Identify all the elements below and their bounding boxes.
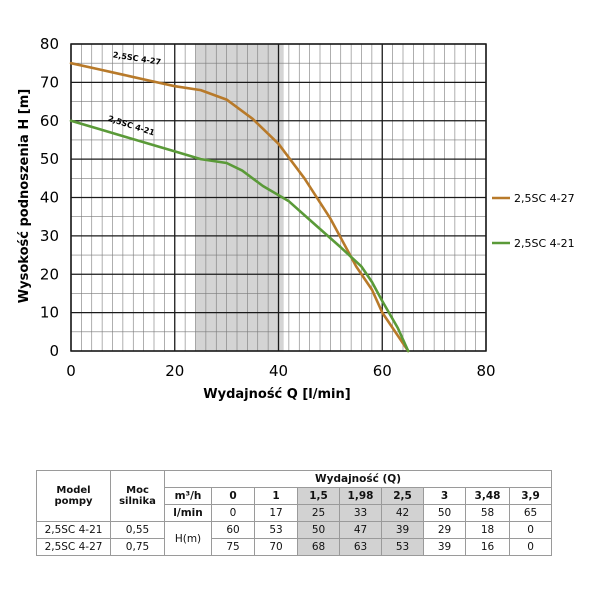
header-model: Model pompy <box>36 470 111 522</box>
x-tick-label: 40 <box>269 362 288 380</box>
pump-data-table: Model pompy Moc silnika Wydajność (Q) m³… <box>36 470 553 556</box>
head-cell: 53 <box>254 521 298 539</box>
head-cell: 75 <box>211 538 255 556</box>
head-cell: 53 <box>381 538 424 556</box>
row-model: 2,5SC 4-21 <box>36 521 111 539</box>
x-tick-label: 60 <box>373 362 392 380</box>
y-tick-label: 70 <box>40 73 59 91</box>
series-line-4-21 <box>69 119 410 353</box>
flow-lmin-cell: 17 <box>254 504 298 522</box>
y-tick-label: 40 <box>40 189 59 207</box>
y-tick-label: 60 <box>40 112 59 130</box>
header-power: Moc silnika <box>110 470 165 522</box>
plot-frame <box>70 43 487 352</box>
row-model: 2,5SC 4-27 <box>36 538 111 556</box>
legend-label: 2,5SC 4-27 <box>514 192 575 205</box>
unit-m3h: m³/h <box>164 487 212 505</box>
flow-lmin-cell: 58 <box>465 504 510 522</box>
y-axis-label: Wysokość podnoszenia H [m] <box>17 89 32 303</box>
head-cell: 60 <box>211 521 255 539</box>
head-cell: 47 <box>339 521 382 539</box>
y-tick-label: 30 <box>40 227 59 245</box>
head-cell: 0 <box>508 538 553 556</box>
head-cell: 39 <box>423 538 466 556</box>
header-flow: Wydajność (Q) <box>163 470 553 488</box>
flow-m3h-cell: 1 <box>254 487 298 505</box>
head-cell: 0 <box>508 521 553 539</box>
flow-lmin-cell: 25 <box>297 504 340 522</box>
head-cell: 63 <box>339 538 382 556</box>
y-tick-label: 20 <box>40 265 59 283</box>
flow-m3h-cell: 2,5 <box>381 487 424 505</box>
head-cell: 29 <box>423 521 466 539</box>
flow-m3h-cell: 1,98 <box>339 487 382 505</box>
x-tick-label: 0 <box>66 362 76 380</box>
head-cell: 70 <box>254 538 298 556</box>
y-tick-label: 80 <box>40 35 59 53</box>
legend-label: 2,5SC 4-21 <box>514 237 575 250</box>
row-power: 0,75 <box>110 538 165 556</box>
flow-m3h-cell: 3,9 <box>508 487 553 505</box>
flow-lmin-cell: 65 <box>508 504 553 522</box>
head-cell: 16 <box>465 538 510 556</box>
flow-lmin-cell: 50 <box>423 504 466 522</box>
y-tick-label: 50 <box>40 150 59 168</box>
flow-lmin-cell: 33 <box>339 504 382 522</box>
x-axis-label: Wydajność Q [l/min] <box>203 387 350 402</box>
flow-m3h-cell: 3,48 <box>465 487 510 505</box>
y-tick-label: 0 <box>49 342 59 360</box>
y-tick-label: 10 <box>40 304 59 322</box>
flow-lmin-cell: 42 <box>381 504 424 522</box>
x-tick-label: 20 <box>165 362 184 380</box>
flow-m3h-cell: 0 <box>211 487 255 505</box>
row-power: 0,55 <box>110 521 165 539</box>
head-cell: 39 <box>381 521 424 539</box>
series-line-4-27 <box>69 61 410 353</box>
flow-m3h-cell: 1,5 <box>297 487 340 505</box>
head-cell: 68 <box>297 538 340 556</box>
head-label: H(m) <box>164 521 212 556</box>
head-cell: 18 <box>465 521 510 539</box>
flow-m3h-cell: 3 <box>423 487 466 505</box>
unit-lmin: l/min <box>164 504 212 522</box>
x-tick-label: 80 <box>476 362 495 380</box>
flow-lmin-cell: 0 <box>211 504 255 522</box>
head-cell: 50 <box>297 521 340 539</box>
pump-curve-chart: 2,5SC 4-27 2,5SC 4-21 0 20 40 60 80 0 10 20 30 40 5… <box>17 35 575 402</box>
